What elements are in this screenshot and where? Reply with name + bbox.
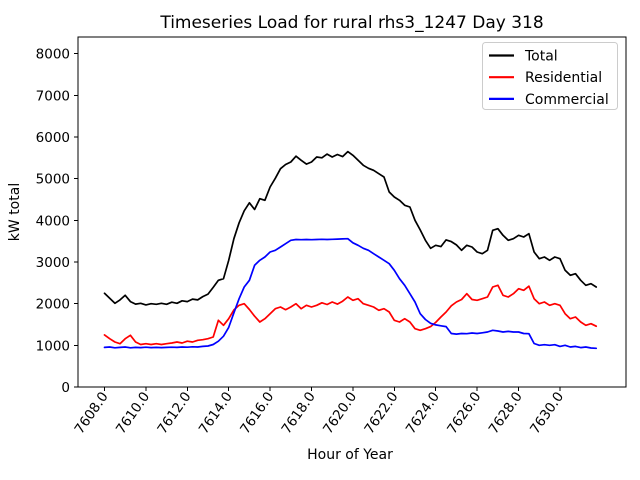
series-line-total — [103, 150, 598, 306]
legend-label: Residential — [525, 70, 602, 86]
y-tick-label: 3000 — [36, 255, 70, 271]
y-tick-label: 6000 — [36, 130, 70, 146]
plot-border — [77, 36, 627, 388]
legend-item-residential: Residential — [489, 70, 602, 86]
legend-label: Total — [524, 49, 558, 65]
y-tick-label: 0 — [61, 380, 70, 396]
x-axis-label: Hour of Year — [307, 447, 393, 463]
y-axis-label: kW total — [7, 183, 23, 241]
legend-item-total: Total — [489, 49, 558, 65]
y-tick-label: 4000 — [36, 213, 70, 229]
y-tick-label: 5000 — [36, 172, 70, 188]
y-tick-label: 2000 — [36, 297, 70, 313]
y-tick-label: 8000 — [36, 47, 70, 63]
series-line-residential — [103, 284, 598, 346]
y-tick-label: 7000 — [36, 88, 70, 104]
y-tick-label: 1000 — [36, 338, 70, 354]
legend-item-commercial: Commercial — [489, 92, 609, 108]
legend-label: Commercial — [525, 92, 609, 108]
legend: Total Residential Commercial — [482, 42, 618, 110]
chart-title: Timeseries Load for rural rhs3_1247 Day … — [159, 13, 543, 33]
series-line-commercial — [103, 237, 598, 350]
legend-box — [482, 42, 618, 110]
